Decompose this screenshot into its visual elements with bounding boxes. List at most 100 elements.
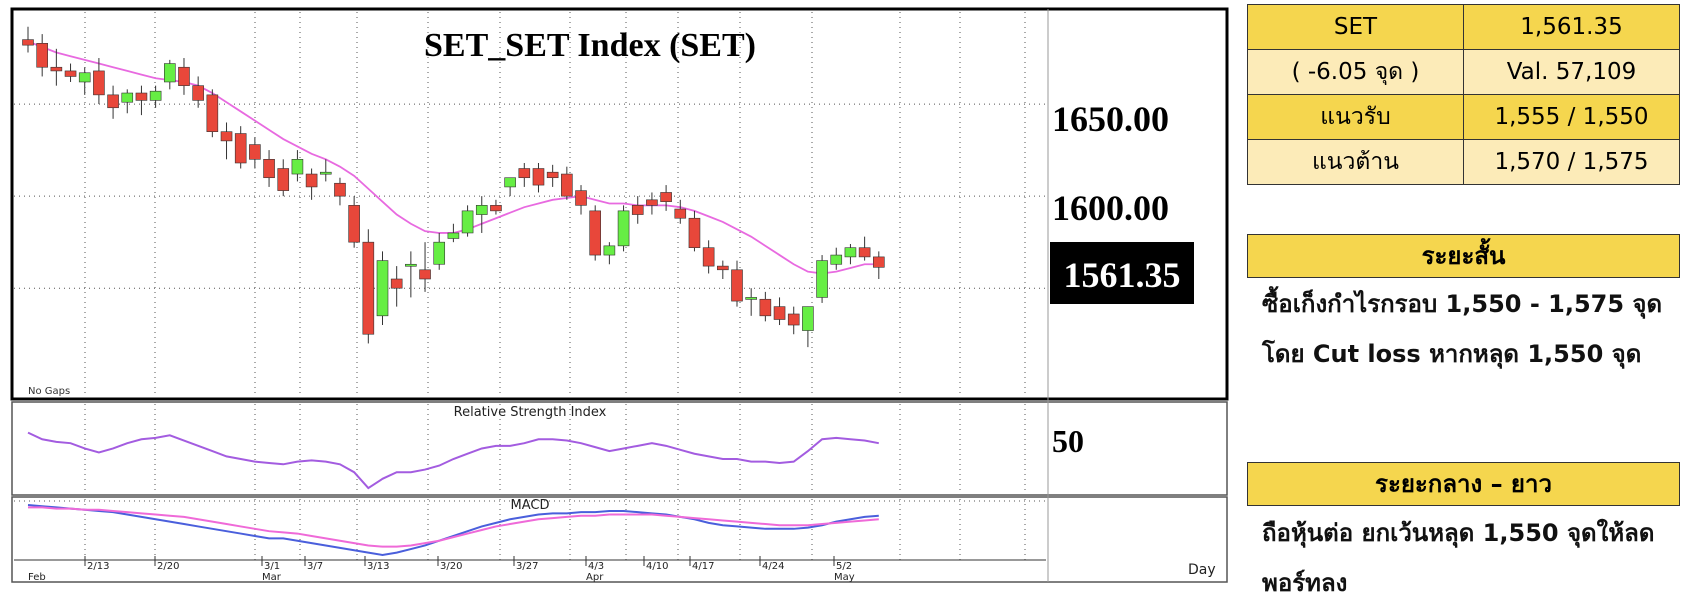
candle [475, 205, 488, 215]
long-term-header: ระยะกลาง – ยาว [1247, 462, 1680, 506]
support-value-cell: 1,555 / 1,550 [1463, 94, 1680, 140]
value-traded-cell: Val. 57,109 [1463, 49, 1680, 95]
change-cell: ( -6.05 จุด ) [1247, 49, 1464, 95]
no-gaps-note: No Gaps [28, 386, 70, 397]
candle [390, 278, 403, 289]
candle [773, 306, 786, 320]
short-term-line-1: ซื้อเก็งกำไรกรอบ 1,550 - 1,575 จุด [1262, 290, 1663, 318]
candle [504, 177, 516, 188]
short-term-line-2: โดย Cut loss หากหลุด 1,550 จุด [1262, 340, 1642, 368]
candle [759, 298, 772, 317]
candle [419, 269, 431, 280]
candle [646, 199, 658, 206]
candle [319, 171, 332, 175]
short-term-text: ซื้อเก็งกำไรกรอบ 1,550 - 1,575 จุด โดย C… [1262, 279, 1680, 379]
x-tick-label: 3/13 [367, 561, 389, 572]
candle [149, 90, 162, 101]
candle [192, 85, 204, 101]
candle [433, 241, 446, 265]
candle [50, 66, 63, 72]
candle [830, 254, 843, 265]
candle [617, 210, 630, 247]
candle [745, 297, 757, 300]
macd-signal-line [28, 506, 879, 548]
candle [603, 245, 616, 256]
candle [277, 168, 290, 191]
candle [348, 205, 360, 243]
x-tick-label: 5/2 [836, 561, 852, 572]
macd-title: MACD [511, 498, 550, 513]
last-price-box [1050, 242, 1194, 304]
x-tick-label: 2/13 [87, 561, 109, 572]
candle [702, 247, 715, 267]
candle [532, 168, 545, 186]
candle [64, 70, 77, 77]
table-row: แนวต้าน 1,570 / 1,575 [1247, 139, 1680, 185]
macd-line [27, 504, 879, 557]
candle [575, 190, 587, 206]
month-label: Feb [28, 572, 46, 583]
candle [334, 182, 346, 197]
candle [589, 210, 602, 256]
support-label-cell: แนวรับ [1247, 94, 1464, 140]
long-term-line-1: ถือหุ้นต่อ ยกเว้นหลุด 1,550 จุดให้ลด [1262, 519, 1655, 547]
index-name-cell: SET [1247, 4, 1464, 50]
candle [872, 256, 885, 268]
long-term-line-2: พอร์ทลง [1262, 569, 1348, 597]
candle [263, 159, 275, 179]
month-label: Apr [586, 572, 604, 583]
candle [206, 94, 219, 132]
candle [405, 263, 417, 267]
candle [121, 92, 134, 103]
candle [816, 260, 828, 298]
candle [305, 173, 318, 188]
candle [688, 217, 701, 248]
candle [164, 63, 176, 83]
rsi-title: Relative Strength Index [454, 405, 607, 420]
candle [36, 43, 48, 68]
table-row: SET 1,561.35 [1247, 4, 1680, 50]
x-tick-label: 4/17 [692, 561, 714, 572]
table-row: ( -6.05 จุด ) Val. 57,109 [1247, 49, 1680, 95]
candle [178, 66, 190, 86]
candle [660, 192, 672, 202]
candle [22, 39, 34, 46]
y-tick-1600: 1600.00 [1052, 188, 1169, 228]
stock-chart: SET_SET Index (SET) 1650.00 1600.00 1561… [10, 7, 1229, 583]
candle [93, 70, 105, 96]
candle [291, 159, 304, 175]
x-tick-label: 4/24 [762, 561, 784, 572]
candle [858, 247, 871, 258]
x-tick-label: 3/27 [516, 561, 538, 572]
candle [717, 265, 729, 271]
candle [674, 208, 687, 219]
rsi-line [27, 431, 879, 490]
resistance-label-cell: แนวต้าน [1247, 139, 1464, 185]
candle [78, 72, 91, 83]
chart-title: SET_SET Index (SET) [424, 27, 756, 64]
table-row: แนวรับ 1,555 / 1,550 [1247, 94, 1680, 140]
rsi-level-label: 50 [1052, 423, 1084, 459]
candle [802, 306, 814, 331]
x-tick-label: 2/20 [157, 561, 179, 572]
x-tick-label: 4/10 [646, 561, 668, 572]
candle [234, 133, 247, 164]
candle [844, 247, 857, 258]
x-tick-label: 3/20 [440, 561, 462, 572]
x-axis-unit-label: Day [1188, 562, 1216, 578]
long-term-text: ถือหุ้นต่อ ยกเว้นหลุด 1,550 จุดให้ลด พอร… [1262, 508, 1680, 608]
last-price-label: 1561.35 [1064, 255, 1181, 295]
candle [787, 313, 800, 326]
candle [107, 94, 119, 109]
x-tick-label: 3/1 [264, 561, 280, 572]
y-tick-1650: 1650.00 [1052, 99, 1169, 139]
candle [249, 144, 261, 160]
month-label: May [834, 572, 855, 583]
macd-panel-frame [11, 496, 1228, 583]
candle [461, 210, 474, 234]
candle [447, 232, 460, 239]
candle [490, 205, 502, 212]
candle [135, 92, 148, 101]
month-label: Mar [262, 572, 282, 583]
index-value-cell: 1,561.35 [1463, 4, 1680, 50]
